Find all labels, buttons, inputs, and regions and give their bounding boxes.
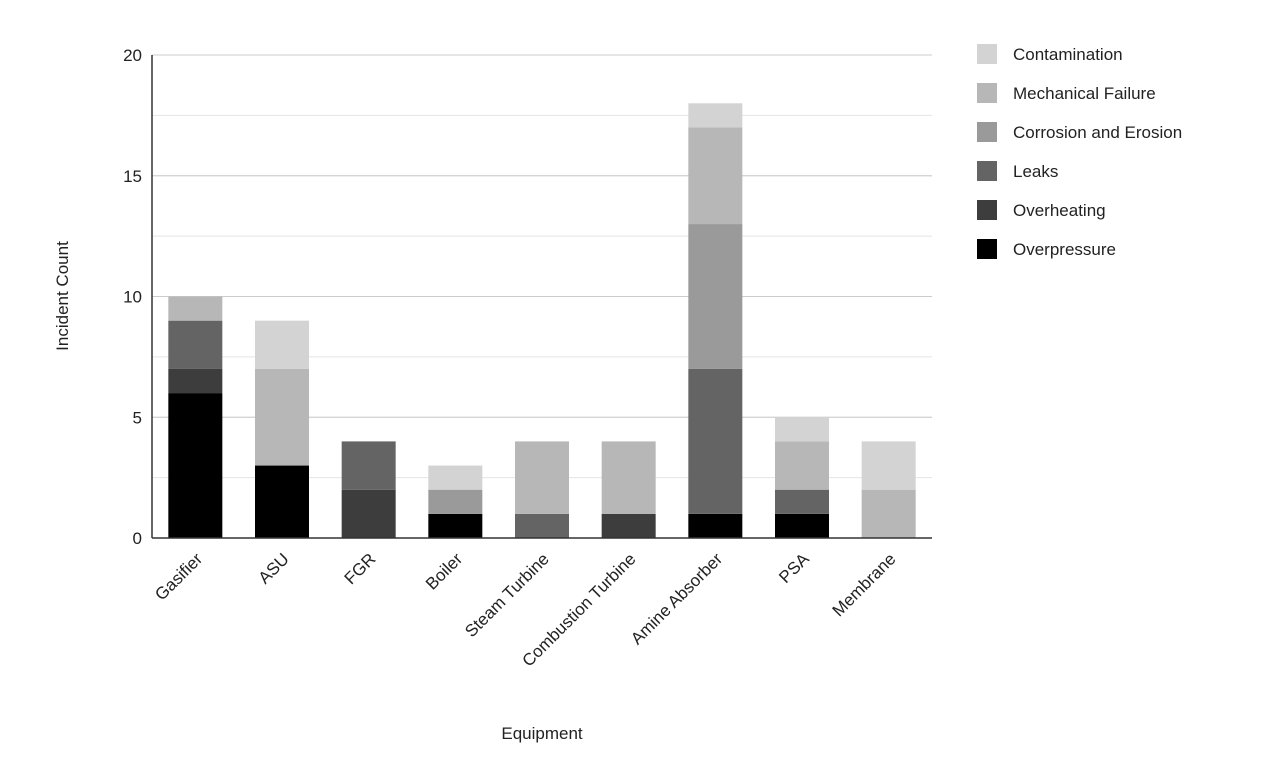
legend-swatch [977,83,997,103]
bar-amine-absorber-mechanical-failure [688,127,743,225]
y-tick-label: 15 [123,167,142,186]
x-tick-label: PSA [775,549,813,587]
legend-label: Overpressure [1013,240,1116,259]
legend-swatch [977,122,997,142]
bar-asu-contamination [255,320,309,369]
bar-fgr-overheating [341,489,396,538]
x-tick-label: Gasifier [151,549,206,604]
bar-amine-absorber-leaks [688,368,743,514]
bar-steam-turbine-mechanical-failure [515,441,569,514]
legend-label: Mechanical Failure [1013,84,1156,103]
bar-membrane-mechanical-failure [861,489,916,538]
bar-psa-contamination [775,417,829,442]
bars [168,103,916,538]
bar-gasifier-overheating [168,368,223,394]
bar-gasifier-leaks [168,320,223,369]
bar-boiler-contamination [428,465,483,490]
legend-swatch [977,161,997,181]
x-tick-label: Amine Absorber [627,549,726,648]
legend-item-overpressure: Overpressure [977,239,1116,259]
bar-steam-turbine-leaks [515,513,569,538]
bar-amine-absorber-corrosion-and-erosion [688,224,743,369]
bar-amine-absorber-overpressure [688,513,743,538]
x-tick-label: FGR [341,549,380,588]
x-axis-title: Equipment [501,724,583,743]
legend-swatch [977,200,997,220]
y-tick-label: 5 [133,408,142,427]
y-tick-label: 10 [123,288,142,307]
legend-item-leaks: Leaks [977,161,1058,181]
bar-psa-leaks [775,489,829,514]
y-tick-labels: 0 5 10 15 20 [123,46,142,548]
legend-item-corrosion-and-erosion: Corrosion and Erosion [977,122,1182,142]
bar-combustion-turbine-mechanical-failure [601,441,656,514]
x-tick-label: Steam Turbine [461,549,553,641]
legend-item-mechanical-failure: Mechanical Failure [977,83,1156,103]
legend: Contamination Mechanical Failure Corrosion… [977,44,1182,259]
bar-boiler-overpressure [428,513,483,538]
y-tick-label: 0 [133,529,142,548]
legend-swatch [977,239,997,259]
y-axis-title: Incident Count [53,241,72,351]
bar-boiler-corrosion-and-erosion [428,489,483,514]
legend-label: Leaks [1013,162,1058,181]
bar-fgr-leaks [341,441,396,490]
legend-item-contamination: Contamination [977,44,1123,64]
legend-swatch [977,44,997,64]
bar-asu-overpressure [255,465,309,538]
bar-psa-mechanical-failure [775,441,829,490]
x-tick-label: Boiler [422,549,466,593]
legend-label: Corrosion and Erosion [1013,123,1182,142]
bar-membrane-contamination [861,441,916,490]
bar-combustion-turbine-overheating [601,513,656,538]
x-tick-label: Membrane [829,549,900,620]
y-tick-label: 20 [123,46,142,65]
legend-label: Contamination [1013,45,1123,64]
bar-gasifier-mechanical-failure [168,296,223,321]
bar-gasifier-overpressure [168,393,223,538]
bar-psa-overpressure [775,513,829,538]
legend-label: Overheating [1013,201,1106,220]
legend-item-overheating: Overheating [977,200,1106,220]
bar-amine-absorber-contamination [688,103,743,128]
bar-asu-mechanical-failure [255,368,309,466]
x-tick-label: ASU [255,549,293,587]
